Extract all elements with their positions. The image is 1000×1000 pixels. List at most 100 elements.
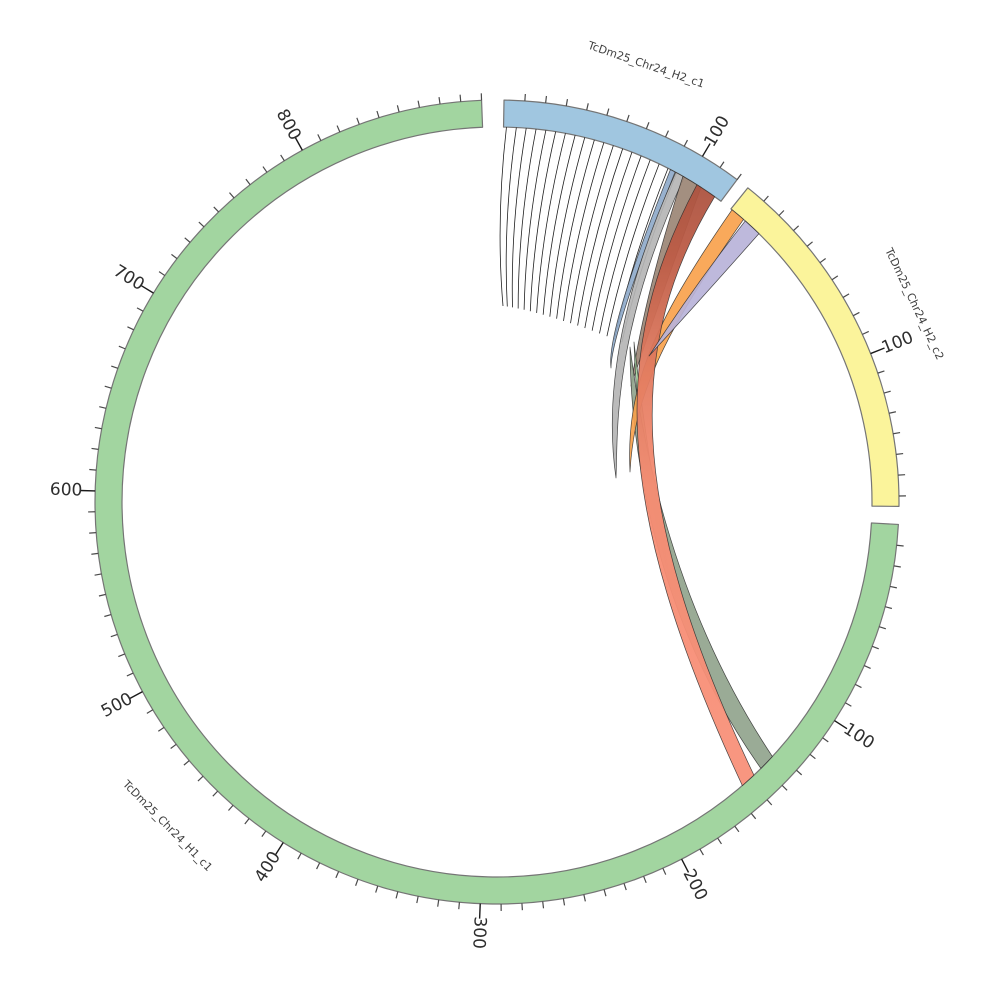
- tick-label-h1c1-300: 300: [468, 916, 489, 949]
- ribbon-steelblue-link: [610, 169, 676, 369]
- minor-tick-h2c1-20: [545, 95, 548, 104]
- minor-tick-h1c1-660: [111, 365, 119, 369]
- thin-link-5: [529, 131, 557, 312]
- minor-tick-h2c1-110: [719, 161, 725, 168]
- minor-tick-h1c1-350: [375, 885, 379, 893]
- thin-link-0: [499, 127, 507, 307]
- minor-tick-h2c1-80: [664, 130, 669, 138]
- major-tick-h1c1-700: [140, 284, 154, 294]
- minor-tick-h1c1-40: [884, 606, 893, 610]
- minor-tick-h1c1-50: [878, 626, 887, 630]
- minor-tick-h1c1-690: [136, 307, 144, 312]
- sector-arc-h1c1: [94, 99, 899, 905]
- minor-tick-h2c1-60: [626, 114, 630, 122]
- minor-tick-h1c1-210: [662, 867, 667, 875]
- minor-tick-h1c1-130: [796, 769, 803, 776]
- minor-tick-h1c1-570: [91, 552, 99, 555]
- minor-tick-h2c2-90: [862, 330, 870, 335]
- minor-tick-h2c2-130: [888, 411, 897, 414]
- minor-tick-h2c2-150: [896, 452, 904, 455]
- tick-label-h1c1-400: 400: [251, 848, 285, 886]
- minor-tick-h1c1-20: [893, 565, 901, 568]
- major-tick-h1c1-100: [834, 719, 848, 730]
- minor-tick-h1c1-810: [317, 134, 322, 141]
- thin-link-15: [599, 159, 651, 334]
- minor-tick-h1c1-390: [297, 852, 302, 860]
- minor-tick-h1c1-640: [99, 406, 107, 409]
- minor-tick-h2c2-140: [893, 431, 901, 435]
- minor-tick-h1c1-410: [261, 830, 267, 837]
- minor-tick-h1c1-790: [280, 154, 285, 162]
- minor-tick-h2c1-50: [606, 108, 610, 116]
- tick-label-h2c1-100: 100: [700, 112, 734, 150]
- minor-tick-h1c1-610: [89, 468, 97, 471]
- thin-link-10: [563, 142, 605, 321]
- minor-tick-h1c1-150: [766, 799, 773, 806]
- minor-tick-h1c1-440: [212, 790, 219, 797]
- thin-link-6: [536, 133, 566, 313]
- minor-tick-h1c1-360: [355, 879, 359, 886]
- minor-tick-h1c1-520: [118, 653, 126, 658]
- minor-tick-h1c1-770: [245, 178, 251, 186]
- minor-tick-h1c1-240: [603, 889, 607, 897]
- minor-tick-h1c1-260: [562, 898, 566, 906]
- minor-tick-h1c1-330: [416, 896, 419, 904]
- tick-label-h1c1-100: 100: [840, 719, 878, 753]
- thin-link-4: [523, 130, 547, 310]
- minor-tick-h1c1-760: [229, 192, 235, 199]
- minor-tick-h1c1-740: [198, 221, 205, 228]
- minor-tick-h2c2-40: [806, 241, 813, 247]
- minor-tick-h1c1-490: [146, 709, 154, 714]
- major-tick-h1c1-500: [128, 691, 143, 700]
- minor-tick-h1c1-120: [809, 753, 816, 760]
- axis-ticks-layer: [80, 93, 906, 919]
- thin-link-13: [584, 151, 633, 329]
- minor-tick-h1c1-230: [623, 883, 627, 891]
- minor-tick-h1c1-190: [699, 848, 704, 856]
- minor-tick-h2c2-120: [883, 390, 891, 394]
- minor-tick-h2c1-40: [586, 103, 589, 111]
- minor-tick-h1c1-820: [336, 125, 341, 133]
- thin-link-2: [511, 128, 527, 308]
- ribbon-gray-link: [611, 172, 685, 479]
- minor-tick-h1c1-540: [104, 613, 112, 618]
- minor-tick-h2c2-10: [763, 195, 769, 202]
- thin-link-9: [556, 139, 595, 319]
- minor-tick-h1c1-320: [437, 899, 440, 907]
- sector-name-label-h1c1: TcDm25_Chr24_H1_c1: [119, 777, 215, 874]
- minor-tick-h1c1-860: [417, 100, 421, 108]
- minor-tick-h1c1-270: [542, 901, 545, 909]
- minor-tick-h1c1-340: [395, 891, 399, 899]
- minor-tick-h1c1-870: [438, 97, 441, 105]
- minor-tick-h2c1-30: [565, 99, 569, 107]
- minor-tick-h1c1-710: [158, 271, 166, 277]
- minor-tick-h1c1-460: [183, 760, 190, 766]
- minor-tick-h2c2-80: [852, 311, 860, 317]
- minor-tick-h2c1-120: [736, 173, 742, 180]
- thin-link-12: [577, 148, 624, 326]
- tick-label-h1c1-500: 500: [98, 689, 136, 722]
- sector-arcs-layer: [94, 99, 900, 905]
- sector-name-label-h2c1: TcDm25_Chr24_H2_c1: [585, 39, 706, 91]
- thin-link-1: [505, 127, 517, 307]
- minor-tick-h1c1-780: [262, 166, 268, 173]
- minor-tick-h1c1-850: [396, 105, 400, 113]
- minor-tick-h1c1-560: [94, 573, 102, 576]
- thin-link-16: [606, 163, 660, 337]
- minor-tick-h1c1-510: [126, 672, 134, 677]
- tick-label-h1c1-200: 200: [679, 866, 712, 904]
- minor-tick-h1c1-70: [863, 665, 871, 669]
- major-tick-h1c1-800: [294, 136, 303, 151]
- minor-tick-h1c1-480: [157, 726, 165, 732]
- ribbon-lavender-link: [648, 220, 760, 357]
- major-tick-h2c1-100: [701, 143, 711, 157]
- minor-tick-h1c1-420: [244, 818, 250, 825]
- ribbon-links-layer: [610, 169, 773, 786]
- minor-tick-h1c1-250: [583, 894, 586, 902]
- minor-tick-h2c2-110: [877, 370, 885, 374]
- minor-tick-h1c1-310: [458, 902, 461, 910]
- major-tick-h1c1-300: [478, 903, 481, 919]
- minor-tick-h1c1-680: [127, 326, 135, 331]
